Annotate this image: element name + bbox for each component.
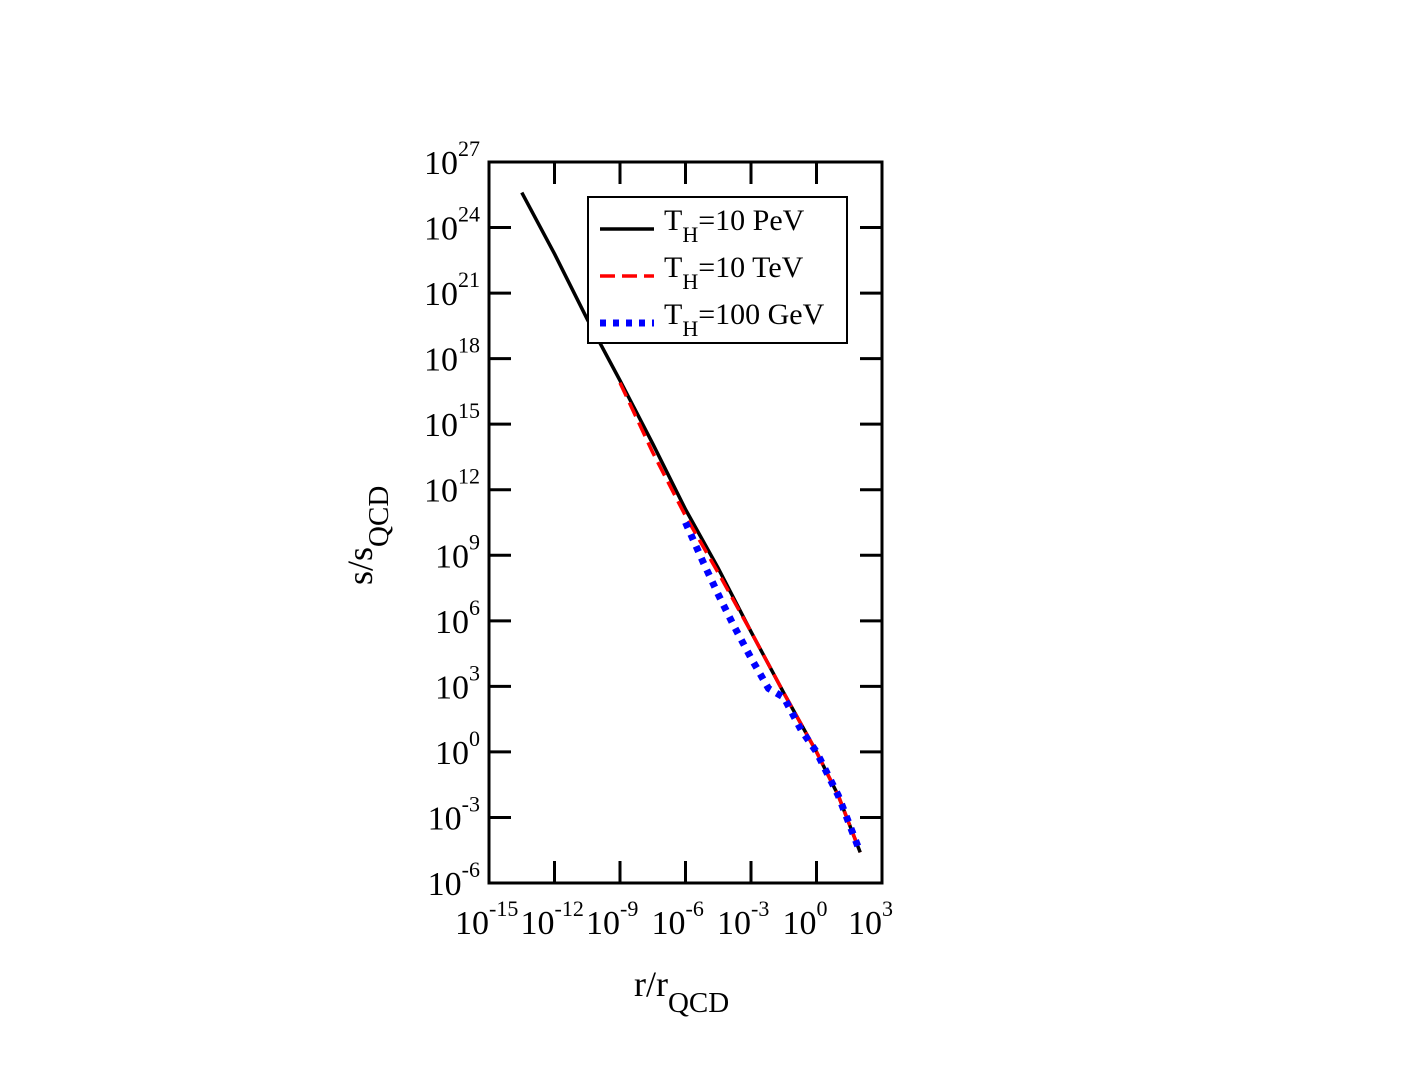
x-tick-label: 103 xyxy=(848,896,893,942)
y-tick-label-base: 10 xyxy=(435,604,469,641)
x-axis-title-base: r/r xyxy=(634,964,668,1004)
y-tick-label-exp: 15 xyxy=(458,398,480,423)
x-axis-title-sub: QCD xyxy=(668,987,729,1019)
y-tick-label: 106 xyxy=(435,595,480,641)
y-tick-label-base: 10 xyxy=(424,211,458,248)
legend-label-pre: T xyxy=(664,298,682,331)
legend-label-post: =100 GeV xyxy=(698,298,824,331)
y-tick-label-base: 10 xyxy=(428,866,462,903)
y-tick-label-exp: 12 xyxy=(458,464,480,489)
legend-box xyxy=(587,196,848,344)
y-tick-label: 1018 xyxy=(424,333,480,379)
y-tick-label: 103 xyxy=(435,660,480,706)
y-tick-label-exp: 21 xyxy=(458,267,480,292)
x-tick-label: 10-3 xyxy=(717,896,769,942)
x-tick-label: 100 xyxy=(783,896,828,942)
y-tick-label-exp: 9 xyxy=(469,529,480,554)
y-tick-label-base: 10 xyxy=(424,276,458,313)
legend-label-sub: H xyxy=(682,316,698,341)
x-tick-label-base: 10 xyxy=(848,905,882,942)
y-tick-label-base: 10 xyxy=(435,669,469,706)
x-axis-title: r/rQCD xyxy=(634,964,729,1019)
y-tick-label-exp: -6 xyxy=(462,857,480,882)
y-tick-label: 1027 xyxy=(424,136,480,182)
legend-label-sub: H xyxy=(682,222,698,247)
x-tick-label: 10-6 xyxy=(652,896,704,942)
y-tick-label-base: 10 xyxy=(424,145,458,182)
x-axis-ticks xyxy=(487,162,884,883)
y-tick-label: 1021 xyxy=(424,267,480,313)
y-axis-tick-labels: 10-610-310010310610910121015101810211024… xyxy=(424,136,480,903)
y-tick-label-base: 10 xyxy=(424,342,458,379)
x-tick-label-base: 10 xyxy=(586,905,620,942)
y-tick-label-exp: 24 xyxy=(458,202,480,227)
y-axis-ticks xyxy=(489,160,882,885)
y-tick-label-exp: 0 xyxy=(469,726,480,751)
plot-area xyxy=(487,160,884,885)
y-tick-label-exp: 27 xyxy=(458,136,480,161)
x-tick-label-exp: -15 xyxy=(489,896,518,921)
legend-label: TH=10 PeV xyxy=(664,204,805,247)
x-tick-label-base: 10 xyxy=(717,905,751,942)
x-tick-label-base: 10 xyxy=(652,905,686,942)
legend-label-post: =10 TeV xyxy=(698,251,803,284)
x-tick-label: 10-9 xyxy=(586,896,638,942)
x-axis-tick-labels: 10-15 10-12 10-9 10-6 10-3 100 103 xyxy=(455,896,893,942)
x-tick-label-exp: -6 xyxy=(686,896,704,921)
y-axis-title: s/sQCD xyxy=(340,486,395,585)
y-tick-label: 1024 xyxy=(424,202,480,248)
y-axis-title-base: s/s xyxy=(340,547,380,585)
y-tick-label: 10-6 xyxy=(428,857,480,903)
legend-label-pre: T xyxy=(664,251,682,284)
x-tick-label-exp: -9 xyxy=(620,896,638,921)
y-tick-label: 1012 xyxy=(424,464,480,510)
x-tick-label-base: 10 xyxy=(455,905,489,942)
legend-label: TH=10 TeV xyxy=(664,251,804,294)
y-tick-label-base: 10 xyxy=(435,538,469,575)
x-tick-label-exp: 3 xyxy=(882,896,893,921)
y-tick-label-exp: -3 xyxy=(462,791,480,816)
x-tick-label-base: 10 xyxy=(783,905,817,942)
series-layer xyxy=(520,191,864,854)
y-tick-label: 1015 xyxy=(424,398,480,444)
y-tick-label: 10-3 xyxy=(428,791,480,837)
y-tick-label-exp: 6 xyxy=(469,595,480,620)
y-tick-label-exp: 18 xyxy=(458,333,480,358)
y-tick-label-exp: 3 xyxy=(469,660,480,685)
y-tick-label-base: 10 xyxy=(424,407,458,444)
y-tick-label-base: 10 xyxy=(435,735,469,772)
series-line-dotted xyxy=(682,521,864,854)
x-tick-label-exp: -3 xyxy=(751,896,769,921)
x-tick-label: 10-12 xyxy=(521,896,584,942)
y-tick-label-base: 10 xyxy=(428,800,462,837)
y-tick-label-base: 10 xyxy=(424,473,458,510)
x-tick-label-base: 10 xyxy=(521,905,555,942)
y-tick-label: 109 xyxy=(435,529,480,575)
y-axis-title-sub: QCD xyxy=(363,486,395,547)
legend-label-post: =10 PeV xyxy=(698,204,804,237)
y-tick-label: 100 xyxy=(435,726,480,772)
x-tick-label-exp: 0 xyxy=(817,896,828,921)
legend-label-sub: H xyxy=(682,269,698,294)
x-tick-label-exp: -12 xyxy=(555,896,584,921)
legend-label-pre: T xyxy=(664,204,682,237)
legend-label: TH=100 GeV xyxy=(664,298,825,341)
x-tick-label: 10-15 xyxy=(455,896,518,942)
